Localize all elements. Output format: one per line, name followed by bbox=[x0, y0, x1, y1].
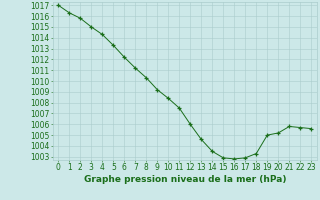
X-axis label: Graphe pression niveau de la mer (hPa): Graphe pression niveau de la mer (hPa) bbox=[84, 175, 286, 184]
